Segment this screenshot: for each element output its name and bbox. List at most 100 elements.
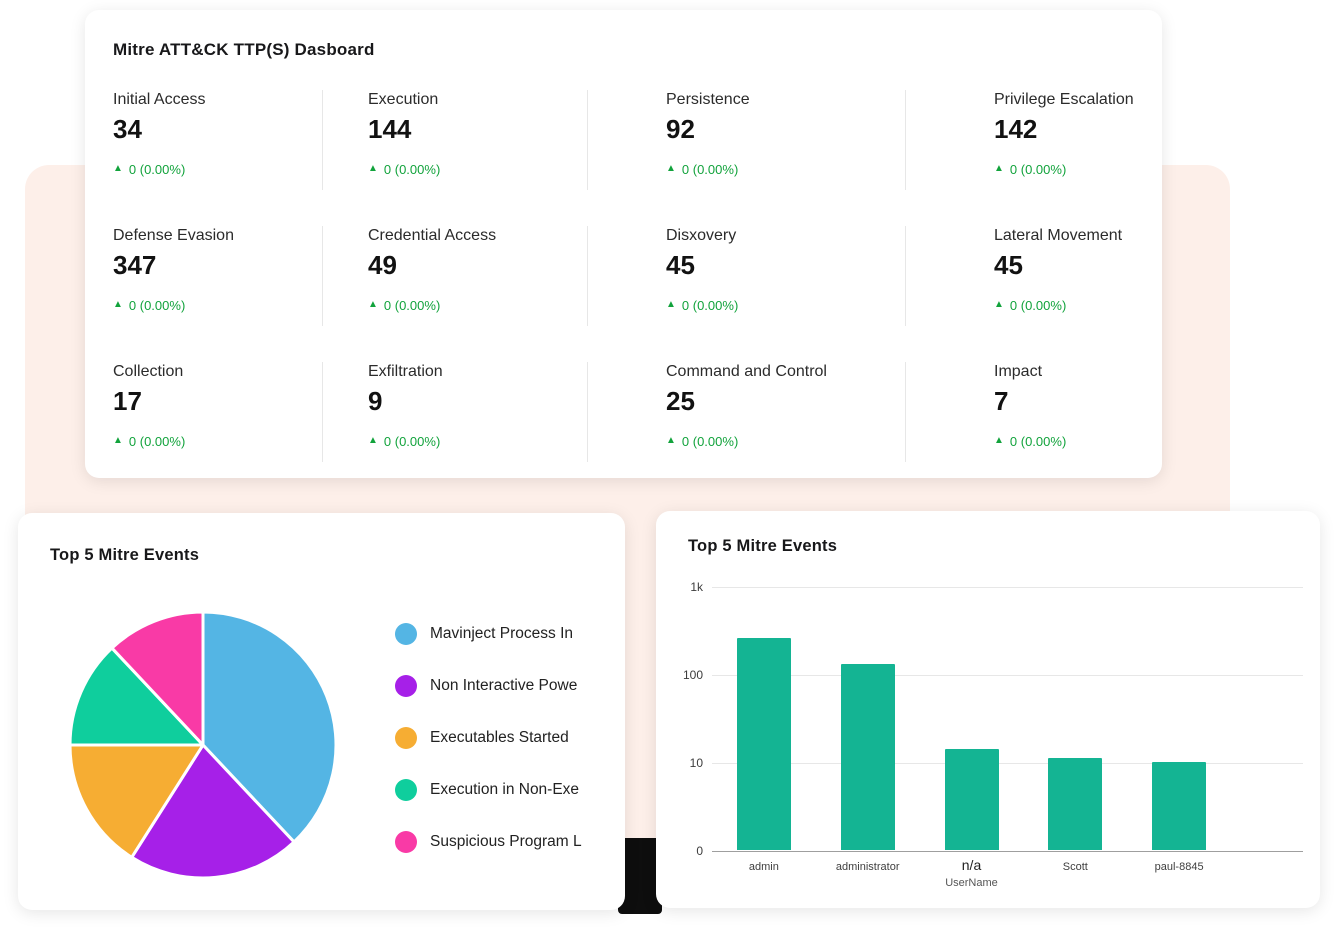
stat-delta-text: 0 (0.00%) [383, 433, 441, 449]
bar[interactable] [840, 664, 895, 850]
stat-persistence[interactable]: Persistence 92 ▲ 0 (0.00%) [587, 90, 905, 190]
up-triangle-icon: ▲ [368, 299, 378, 311]
stat-delta: ▲ 0 (0.00%) [113, 162, 322, 177]
up-triangle-icon: ▲ [666, 299, 676, 311]
stat-value: 25 [666, 386, 695, 417]
bar[interactable] [1048, 758, 1103, 850]
bar[interactable] [736, 637, 791, 850]
legend-dot [395, 779, 417, 801]
bar[interactable] [944, 749, 999, 850]
stat-delta: ▲ 0 (0.00%) [368, 162, 587, 177]
stat-label: Execution [368, 91, 439, 108]
x-tick-label: admin [748, 861, 779, 873]
stat-value: 49 [368, 250, 397, 281]
bar-chart-plot-area: 1k 100 10 0 admin administrator n/a Scott paul-8… [683, 580, 1303, 889]
stat-delta: ▲ 0 (0.00%) [994, 298, 1134, 313]
stat-delta: ▲ 0 (0.00%) [368, 434, 587, 449]
up-triangle-icon: ▲ [368, 435, 378, 447]
stat-initial-access[interactable]: Initial Access 34 ▲ 0 (0.00%) [113, 90, 322, 190]
up-triangle-icon: ▲ [994, 435, 1004, 447]
stat-delta-text: 0 (0.00%) [383, 161, 441, 177]
bar[interactable] [1152, 762, 1207, 850]
up-triangle-icon: ▲ [113, 163, 123, 175]
pie-slice[interactable] [201, 610, 338, 844]
legend-item-execution-non-exe[interactable]: Execution in Non-Exe [395, 764, 582, 816]
stat-label: Collection [113, 363, 184, 380]
bar-card-title: Top 5 Mitre Events [688, 537, 838, 555]
legend-item-executables-started[interactable]: Executables Started [395, 712, 582, 764]
stat-delta: ▲ 0 (0.00%) [113, 298, 322, 313]
pie-card-title: Top 5 Mitre Events [50, 546, 200, 564]
stat-value: 92 [666, 114, 695, 145]
legend-label: Non Interactive Powe [430, 677, 578, 694]
stat-delta: ▲ 0 (0.00%) [666, 298, 905, 313]
stat-delta-text: 0 (0.00%) [128, 433, 186, 449]
up-triangle-icon: ▲ [368, 163, 378, 175]
x-tick-label: paul-8845 [1154, 861, 1204, 873]
up-triangle-icon: ▲ [113, 299, 123, 311]
stat-delta: ▲ 0 (0.00%) [994, 162, 1134, 177]
stat-delta-text: 0 (0.00%) [681, 297, 739, 313]
stat-delta: ▲ 0 (0.00%) [368, 298, 587, 313]
stat-label: Privilege Escalation [994, 91, 1134, 108]
stat-lateral-movement[interactable]: Lateral Movement 45 ▲ 0 (0.00%) [905, 226, 1134, 326]
x-axis-title: UserName [945, 877, 998, 889]
stat-label: Initial Access [113, 91, 206, 108]
stat-exfiltration[interactable]: Exfiltration 9 ▲ 0 (0.00%) [322, 362, 587, 462]
stat-delta: ▲ 0 (0.00%) [666, 434, 905, 449]
stat-execution[interactable]: Execution 144 ▲ 0 (0.00%) [322, 90, 587, 190]
y-tick-label: 100 [682, 668, 703, 682]
stat-delta-text: 0 (0.00%) [681, 161, 739, 177]
ttp-dashboard-title: Mitre ATT&CK TTP(S) Dasboard [113, 40, 375, 59]
legend-dot [395, 727, 417, 749]
legend-dot [395, 831, 417, 853]
stat-privilege-escalation[interactable]: Privilege Escalation 142 ▲ 0 (0.00%) [905, 90, 1134, 190]
stat-command-and-control[interactable]: Command and Control 25 ▲ 0 (0.00%) [587, 362, 905, 462]
legend-label: Execution in Non-Exe [430, 781, 580, 798]
pie-chart [68, 610, 338, 880]
gridline [712, 587, 1303, 588]
stat-delta: ▲ 0 (0.00%) [666, 162, 905, 177]
stat-delta: ▲ 0 (0.00%) [113, 434, 322, 449]
stat-delta-text: 0 (0.00%) [1009, 433, 1067, 449]
stat-value: 144 [368, 114, 412, 145]
stat-delta-text: 0 (0.00%) [1009, 297, 1067, 313]
stat-value: 347 [113, 250, 157, 281]
legend-label: Mavinject Process In [430, 625, 573, 642]
stat-value: 142 [994, 114, 1038, 145]
stat-label: Disxovery [666, 227, 737, 244]
stat-value: 34 [113, 114, 142, 145]
mitre-ttp-dashboard-card: Mitre ATT&CK TTP(S) Dasboard Initial Acc… [85, 10, 1162, 478]
legend-item-non-interactive[interactable]: Non Interactive Powe [395, 660, 582, 712]
y-tick-label: 10 [689, 756, 703, 770]
stat-label: Defense Evasion [113, 227, 234, 244]
up-triangle-icon: ▲ [994, 299, 1004, 311]
pie-slice[interactable] [68, 646, 205, 747]
stat-defense-evasion[interactable]: Defense Evasion 347 ▲ 0 (0.00%) [113, 226, 322, 326]
stat-discovery[interactable]: Disxovery 45 ▲ 0 (0.00%) [587, 226, 905, 326]
legend-item-suspicious-program[interactable]: Suspicious Program L [395, 816, 582, 868]
stat-delta-text: 0 (0.00%) [1009, 161, 1067, 177]
gridline [712, 763, 1303, 764]
stat-delta-text: 0 (0.00%) [128, 297, 186, 313]
stat-impact[interactable]: Impact 7 ▲ 0 (0.00%) [905, 362, 1134, 462]
pie-slice[interactable] [68, 743, 205, 859]
y-tick-label: 0 [696, 844, 703, 858]
gridline [712, 675, 1303, 676]
stat-delta-text: 0 (0.00%) [681, 433, 739, 449]
stat-label: Exfiltration [368, 363, 443, 380]
pie-legend: Mavinject Process In Non Interactive Pow… [395, 608, 582, 868]
stat-credential-access[interactable]: Credential Access 49 ▲ 0 (0.00%) [322, 226, 587, 326]
stat-label: Lateral Movement [994, 227, 1123, 244]
legend-item-mavinject[interactable]: Mavinject Process In [395, 608, 582, 660]
stat-label: Command and Control [666, 363, 827, 380]
stat-collection[interactable]: Collection 17 ▲ 0 (0.00%) [113, 362, 322, 462]
up-triangle-icon: ▲ [666, 435, 676, 447]
ttp-stat-grid: Initial Access 34 ▲ 0 (0.00%) Execution … [113, 90, 1134, 462]
up-triangle-icon: ▲ [666, 163, 676, 175]
pie-slice[interactable] [110, 610, 205, 747]
stat-value: 7 [994, 386, 1009, 417]
up-triangle-icon: ▲ [994, 163, 1004, 175]
pie-slice[interactable] [130, 743, 296, 880]
stat-delta-text: 0 (0.00%) [383, 297, 441, 313]
